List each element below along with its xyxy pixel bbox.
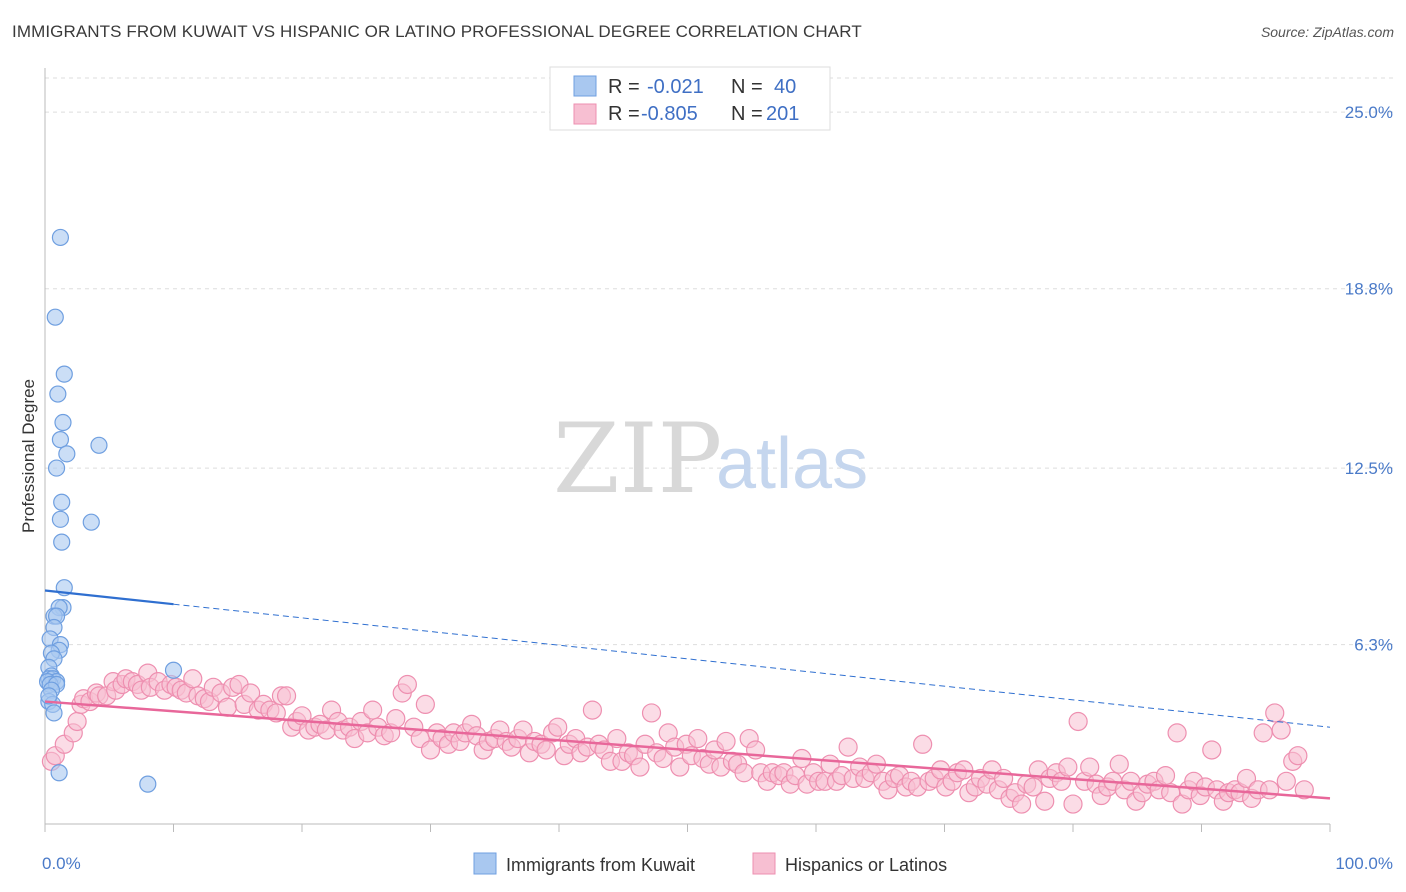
kuwait-point-11 xyxy=(82,513,100,531)
legend-box xyxy=(549,66,831,131)
kuwait-point-2 xyxy=(55,365,73,383)
trend-lines xyxy=(44,589,1331,800)
bottom-legend-swatch-kuwait xyxy=(473,852,497,875)
legend-r-label-kuwait: R = xyxy=(608,76,640,98)
grid-lines xyxy=(45,77,1395,646)
legend: R = -0.021 N = 40 R = -0.805 N = 201 xyxy=(549,66,831,131)
kuwait-point-38 xyxy=(139,775,157,793)
hispanics-point-4 xyxy=(67,711,87,732)
hispanics-point-61 xyxy=(386,709,406,729)
hispanics-point-169 xyxy=(1011,794,1032,814)
kuwait-point-37 xyxy=(50,764,68,782)
watermark-zip: ZIP xyxy=(553,403,722,515)
hispanics-point-63 xyxy=(397,674,417,695)
legend-r-value-hispanics: -0.805 xyxy=(641,103,698,125)
series-kuwait-points xyxy=(38,228,183,793)
tick-labels: 6.3% 12.5% 18.8% 25.0% 0.0% 100.0% xyxy=(42,103,1393,873)
series-hispanics-points xyxy=(41,663,1314,814)
hispanics-point-95 xyxy=(582,700,603,720)
y-tick-label-1: 12.5% xyxy=(1345,459,1393,478)
hispanics-point-208 xyxy=(1236,768,1257,789)
kuwait-point-5 xyxy=(51,431,70,449)
hispanics-point-66 xyxy=(415,694,435,715)
bottom-legend-label-hispanics: Hispanics or Latinos xyxy=(785,855,947,875)
legend-swatch-hispanics xyxy=(573,103,597,125)
legend-n-label-hispanics: N = xyxy=(731,103,763,125)
hispanics-point-67 xyxy=(420,740,441,760)
hispanics-point-121 xyxy=(734,763,754,783)
hispanics-point-196 xyxy=(1167,723,1187,743)
kuwait-point-0 xyxy=(51,228,70,247)
hispanics-point-214 xyxy=(1271,720,1291,740)
hispanics-trend-line xyxy=(44,700,1331,800)
hispanics-point-42 xyxy=(276,686,297,706)
x-tick-label-min: 0.0% xyxy=(42,854,81,873)
chart-title: IMMIGRANTS FROM KUWAIT VS HISPANIC OR LA… xyxy=(12,22,862,41)
y-tick-label-2: 18.8% xyxy=(1345,280,1393,299)
source-credit: Source: ZipAtlas.com xyxy=(1260,24,1394,40)
kuwait-point-12 xyxy=(53,533,71,551)
watermark-atlas: atlas xyxy=(716,424,868,504)
kuwait-point-35 xyxy=(45,704,63,722)
kuwait-point-4 xyxy=(54,413,72,432)
hispanics-point-217 xyxy=(1288,746,1308,766)
kuwait-point-10 xyxy=(51,510,70,528)
legend-r-value-kuwait: -0.021 xyxy=(647,76,704,98)
hispanics-point-178 xyxy=(1063,794,1083,814)
bottom-legend-swatch-hispanics xyxy=(752,852,776,875)
hispanics-point-103 xyxy=(630,757,650,777)
kuwait-point-1 xyxy=(46,308,64,326)
legend-r-label-hispanics: R = xyxy=(608,103,640,125)
hispanics-point-26 xyxy=(183,669,203,689)
bottom-legend: Immigrants from Kuwait Hispanics or Lati… xyxy=(473,852,947,875)
hispanics-point-212 xyxy=(1260,780,1280,800)
hispanics-point-179 xyxy=(1068,711,1088,732)
hispanics-point-105 xyxy=(641,703,662,723)
hispanics-point-194 xyxy=(1155,765,1176,786)
legend-n-label-kuwait: N = xyxy=(731,76,763,98)
hispanics-point-87 xyxy=(536,740,556,760)
hispanics-point-186 xyxy=(1109,754,1129,774)
kuwait-point-8 xyxy=(47,459,66,477)
hispanics-point-211 xyxy=(1253,723,1273,743)
y-axis-label: Professional Degree xyxy=(19,379,38,533)
kuwait-trend-dashed xyxy=(173,603,1331,728)
hispanics-point-107 xyxy=(653,748,673,769)
hispanics-point-139 xyxy=(838,737,858,757)
hispanics-point-36 xyxy=(241,683,261,703)
hispanics-point-218 xyxy=(1294,780,1314,800)
hispanics-point-118 xyxy=(716,731,736,752)
hispanics-point-213 xyxy=(1265,703,1285,723)
y-tick-label-0: 6.3% xyxy=(1354,636,1393,655)
hispanics-point-202 xyxy=(1202,740,1222,760)
kuwait-point-36 xyxy=(164,661,183,679)
hispanics-point-32 xyxy=(217,697,238,717)
hispanics-point-110 xyxy=(670,757,690,777)
kuwait-point-9 xyxy=(53,493,71,511)
kuwait-point-39 xyxy=(40,687,58,705)
hispanics-point-181 xyxy=(1080,757,1100,777)
y-tick-label-3: 25.0% xyxy=(1345,103,1393,122)
kuwait-point-7 xyxy=(90,436,108,454)
kuwait-point-3 xyxy=(49,385,67,403)
hispanics-point-215 xyxy=(1276,771,1296,791)
legend-n-value-kuwait: 40 xyxy=(774,76,796,98)
legend-swatch-kuwait xyxy=(573,75,597,97)
watermark: ZIP atlas xyxy=(553,403,868,515)
hispanics-point-177 xyxy=(1058,757,1078,777)
legend-n-value-hispanics: 201 xyxy=(766,103,799,125)
hispanics-point-152 xyxy=(913,734,933,754)
bottom-legend-label-kuwait: Immigrants from Kuwait xyxy=(506,855,695,875)
kuwait-trend-solid xyxy=(44,589,174,606)
hispanics-point-57 xyxy=(363,700,383,720)
x-tick-label-max: 100.0% xyxy=(1335,854,1393,873)
kuwait-point-6 xyxy=(58,445,76,463)
hispanics-point-173 xyxy=(1035,791,1055,811)
hispanics-point-113 xyxy=(688,728,708,749)
hispanics-point-89 xyxy=(548,717,568,737)
hispanics-point-83 xyxy=(513,720,533,740)
